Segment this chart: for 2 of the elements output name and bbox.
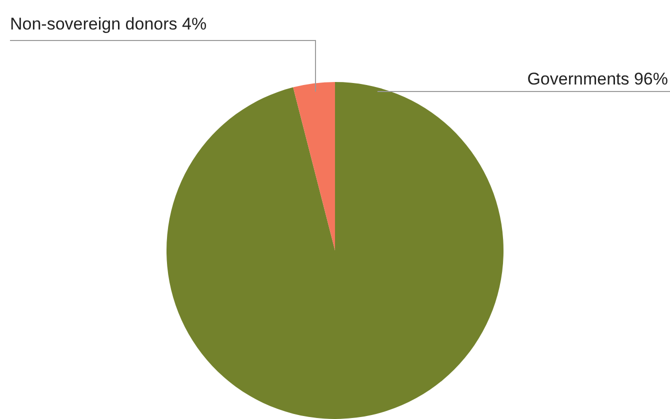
slice-label: Non-sovereign donors 4% <box>10 14 207 34</box>
slice-label: Governments 96% <box>527 70 668 89</box>
